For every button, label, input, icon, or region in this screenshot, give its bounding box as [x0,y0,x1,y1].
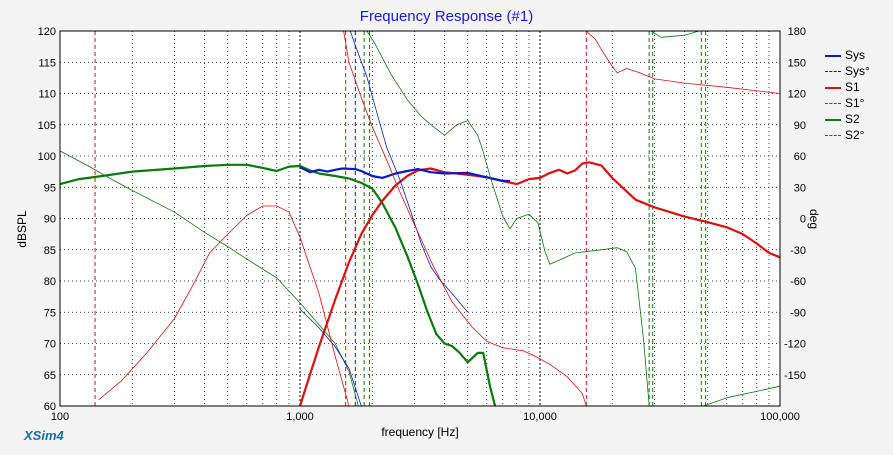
legend-item-s1: S1 [823,80,889,96]
y-tick-label: 95 [44,182,56,194]
series-line-sys [299,166,510,183]
legend-item-sys: Sys [823,48,889,64]
series-line-s2 [59,163,497,407]
legend-swatch [825,103,841,104]
y-tick-label: 90 [44,214,56,226]
y-tick-label: 65 [44,370,56,382]
y2-tick-label: -120 [784,339,806,351]
y2-tick-label: -60 [790,276,806,288]
y2-tick-label: 60 [794,151,806,163]
series-line-sys-db-thin [299,308,362,407]
legend-item-sys-phase: Sys° [823,64,889,80]
y2-tick-label: -30 [790,245,806,257]
legend-label: S2° [845,128,865,142]
series-line-s1-phase [343,30,587,407]
y-tick-label: 70 [44,339,56,351]
y2-axis-label: deg [807,208,821,230]
y-tick-label: 120 [38,26,56,38]
x-tick-label: 1,000 [286,411,314,423]
legend-swatch [825,71,841,72]
y-axis-label: dBSPL [15,210,29,248]
series-line-s2-phase [366,30,650,407]
legend-swatch [825,87,841,89]
y2-tick-label: 0 [800,214,806,226]
series-line-s2-phase-wrap [650,30,700,38]
legend-item-s2-phase: S2° [823,128,889,144]
legend-swatch [825,55,841,57]
y2-tick-label: -90 [790,307,806,319]
x-tick-label: 10,000 [523,411,557,423]
x-tick-label: 100,000 [760,411,800,423]
legend-item-s1-phase: S1° [823,96,889,112]
legend-item-s2: S2 [823,112,889,128]
legend-label: S1° [845,96,865,110]
y-tick-label: 115 [38,57,56,69]
y2-tick-label: 30 [794,182,806,194]
y-tick-label: 75 [44,307,56,319]
app-name: XSim4 [24,428,64,443]
chart-title: Frequency Response (#1) [359,8,534,25]
y-tick-label: 100 [38,151,56,163]
plot-frame [59,30,781,407]
y2-tick-label: 120 [788,89,806,101]
legend-swatch [825,135,841,136]
y-tick-label: 80 [44,276,56,288]
y-tick-label: 110 [38,89,56,101]
series-line-s2-phase-wrap-2 [703,385,781,407]
x-axis-label: frequency [Hz] [381,425,459,439]
y-tick-label: 60 [44,401,56,413]
series-line-s1-phase-wrap [586,30,781,94]
legend-swatch [825,119,841,121]
legend-label: Sys [845,48,866,62]
legend-label: Sys° [845,64,870,78]
y2-tick-label: 180 [788,26,806,38]
series-line-s1 [298,161,781,407]
series-line-s2-db-thin [59,150,359,407]
series-line-s1-db-thin [98,205,350,407]
y2-tick-label: -150 [784,370,806,382]
y2-tick-label: 90 [794,120,806,132]
legend-label: S1 [845,80,860,94]
legend-label: S2 [845,112,860,126]
y-tick-label: 105 [38,120,56,132]
y-tick-label: 85 [44,245,56,257]
x-tick-label: 100 [51,411,69,423]
y2-tick-label: 150 [788,57,806,69]
legend: Sys Sys° S1 S1° S2 S2° [823,48,889,144]
